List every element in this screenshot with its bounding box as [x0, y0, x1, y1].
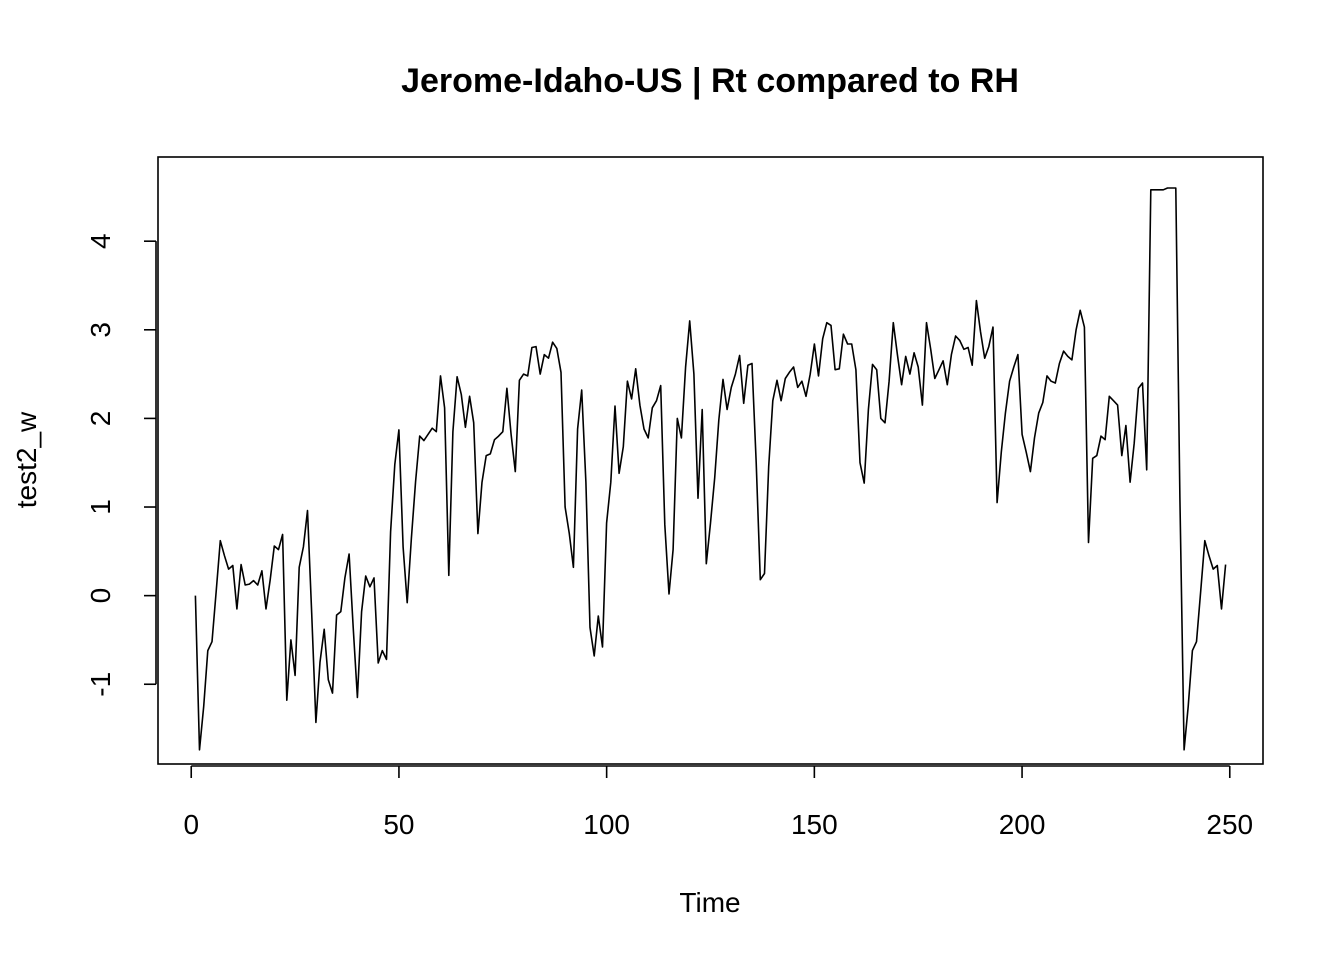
y-axis: -1 0 1 2 3 4	[85, 233, 157, 697]
y-tick-label: 4	[85, 233, 116, 249]
series-layer	[194, 187, 1227, 751]
x-tick-label: 200	[999, 809, 1046, 840]
x-axis: 0 50 100 150 200 250	[183, 765, 1253, 840]
plot-box	[157, 156, 1264, 765]
x-tick-label: 50	[383, 809, 414, 840]
series-line-0	[194, 187, 1227, 751]
x-tick-label: 150	[791, 809, 838, 840]
x-axis-label: Time	[679, 887, 740, 918]
chart-title: Jerome-Idaho-US | Rt compared to RH	[401, 62, 1019, 100]
y-axis-label: test2_w	[11, 411, 42, 508]
y-tick-label: 2	[85, 411, 116, 427]
y-tick-label: -1	[85, 672, 116, 697]
y-tick-label: 3	[85, 322, 116, 338]
y-tick-label: 1	[85, 499, 116, 515]
x-tick-label: 250	[1206, 809, 1253, 840]
x-tick-label: 0	[183, 809, 199, 840]
x-tick-label: 100	[583, 809, 630, 840]
y-tick-label: 0	[85, 588, 116, 604]
